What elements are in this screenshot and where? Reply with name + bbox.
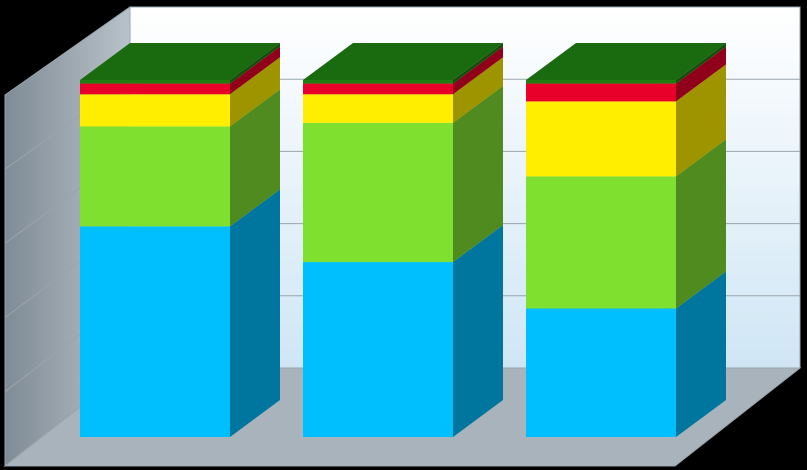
- bar-segment: [303, 122, 453, 263]
- bar-segment: [526, 308, 676, 437]
- bar-segment: [303, 262, 453, 437]
- bar-segment: [80, 83, 230, 95]
- bar-segment-side: [676, 46, 726, 102]
- bar-segment: [526, 101, 676, 177]
- bar-segment-side: [453, 225, 503, 437]
- bar-segment: [526, 80, 676, 84]
- bar-segment-side: [453, 46, 503, 95]
- bar-segment-side: [230, 189, 280, 437]
- bars: [80, 43, 726, 437]
- bar-segment-side: [453, 43, 503, 84]
- bar-segment-side: [230, 43, 280, 84]
- bar-segment: [526, 176, 676, 309]
- bar-segment-side: [676, 271, 726, 437]
- bar-segment-side: [230, 57, 280, 127]
- bar-segment: [80, 226, 230, 437]
- bar-segment-side: [676, 139, 726, 309]
- bar-segment-side: [230, 89, 280, 227]
- bar-top: [526, 43, 726, 80]
- bar-segment: [80, 80, 230, 84]
- bar-segment-side: [453, 85, 503, 263]
- bar-segment: [303, 80, 453, 84]
- bar-top: [80, 43, 280, 80]
- bar-segment: [526, 83, 676, 102]
- bar-segment: [303, 94, 453, 123]
- bar-segment-side: [676, 64, 726, 177]
- bar-segment: [80, 94, 230, 127]
- bar-segment: [80, 126, 230, 227]
- bar-segment-side: [453, 57, 503, 123]
- bar-segment-side: [230, 46, 280, 95]
- bar-segment: [303, 83, 453, 95]
- bar-top: [303, 43, 503, 80]
- bar-segment-side: [676, 43, 726, 84]
